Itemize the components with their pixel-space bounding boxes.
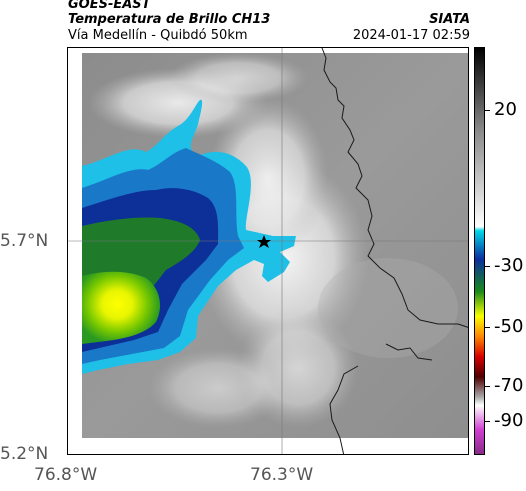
- colorbar-tick: [485, 327, 490, 328]
- lat-label-5-2: 5.2°N: [0, 444, 49, 464]
- colorbar-label: -70: [494, 375, 524, 396]
- source-label: SIATA: [429, 12, 470, 27]
- product-title: Temperatura de Brillo CH13: [68, 12, 271, 27]
- satellite-map: [67, 47, 469, 455]
- colorbar-label: -90: [494, 410, 524, 431]
- colorbar-tick: [485, 386, 490, 387]
- colorbar-tick: [485, 266, 490, 267]
- star-icon: [257, 235, 271, 248]
- boundary-line: [321, 48, 468, 328]
- satellite-title: GOES-EAST: [68, 0, 151, 12]
- lat-label-5-7: 5.7°N: [0, 231, 49, 251]
- colorbar: [474, 47, 485, 455]
- colorbar-tick: [485, 110, 490, 111]
- lon-label-76-3: 76.3°W: [250, 465, 314, 485]
- region-label: Vía Medellín - Quibdó 50km: [68, 28, 248, 43]
- colorbar-label: -30: [494, 255, 524, 276]
- colorbar-label: 20: [494, 99, 517, 120]
- datetime-label: 2024-01-17 02:59: [352, 28, 470, 43]
- colorbar-label: -50: [494, 316, 524, 337]
- colorbar-tick: [485, 421, 490, 422]
- lon-label-76-8: 76.8°W: [34, 465, 98, 485]
